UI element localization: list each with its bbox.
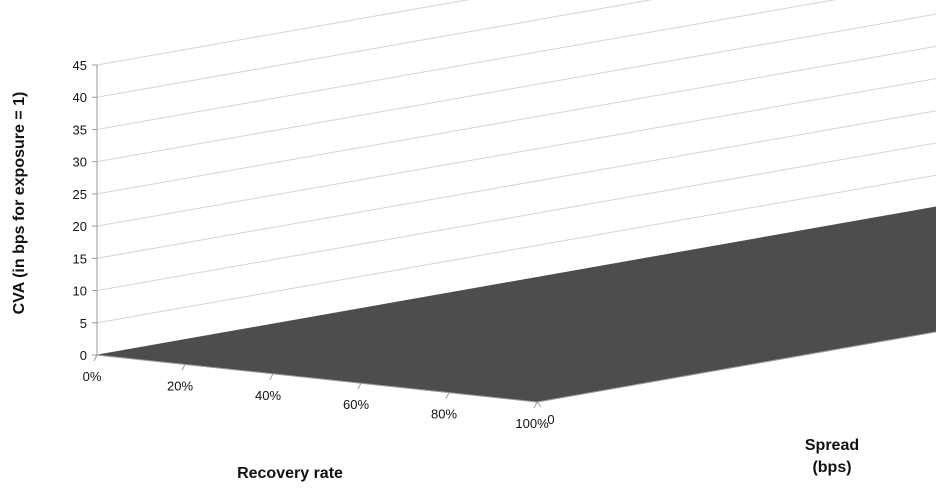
y-axis-title: CVA (in bps for exposure = 1) — [11, 92, 28, 315]
y-tick-label: 35 — [73, 122, 87, 137]
back-wall-gridline — [96, 0, 653, 98]
y-tick-label: 45 — [73, 58, 87, 73]
z-axis-title-line1: Spread — [805, 437, 859, 454]
x-axis-line — [96, 354, 538, 403]
x-tick-label: 80% — [431, 407, 457, 422]
x-axis-title: Recovery rate — [237, 465, 343, 482]
x-tick-label: 60% — [343, 397, 369, 412]
back-wall-gridline — [96, 13, 936, 163]
x-tick-mark — [533, 401, 538, 409]
x-tick-mark — [445, 392, 450, 399]
x-tick-mark — [269, 373, 274, 381]
x-tick-mark — [181, 364, 186, 371]
back-wall-gridline — [96, 78, 936, 227]
y-tick-label: 30 — [73, 155, 87, 170]
y-tick-label: 0 — [80, 348, 87, 363]
x-tick-label: 0% — [83, 369, 102, 384]
y-tick-label: 15 — [73, 251, 87, 266]
y-tick-label: 25 — [73, 187, 87, 202]
x-tick-mark — [93, 354, 98, 362]
chart-axes: 0510152025303540450%20%40%60%80%100%0200… — [73, 58, 936, 431]
y-tick-label: 20 — [73, 219, 87, 234]
y-tick-label: 5 — [80, 316, 87, 331]
back-wall-gridline — [96, 110, 936, 259]
y-tick-label: 10 — [73, 284, 87, 299]
x-tick-label: 20% — [167, 378, 193, 393]
back-wall-gridline — [96, 0, 836, 130]
z-tick-label: 0 — [547, 412, 554, 427]
x-tick-label: 100% — [515, 416, 549, 431]
z-axis-title-line2: (bps) — [812, 459, 851, 476]
cva-surface — [96, 206, 936, 403]
x-tick-label: 40% — [255, 388, 281, 403]
x-tick-mark — [357, 382, 362, 390]
z-tick-mark — [536, 401, 542, 408]
y-tick-label: 40 — [73, 90, 87, 105]
